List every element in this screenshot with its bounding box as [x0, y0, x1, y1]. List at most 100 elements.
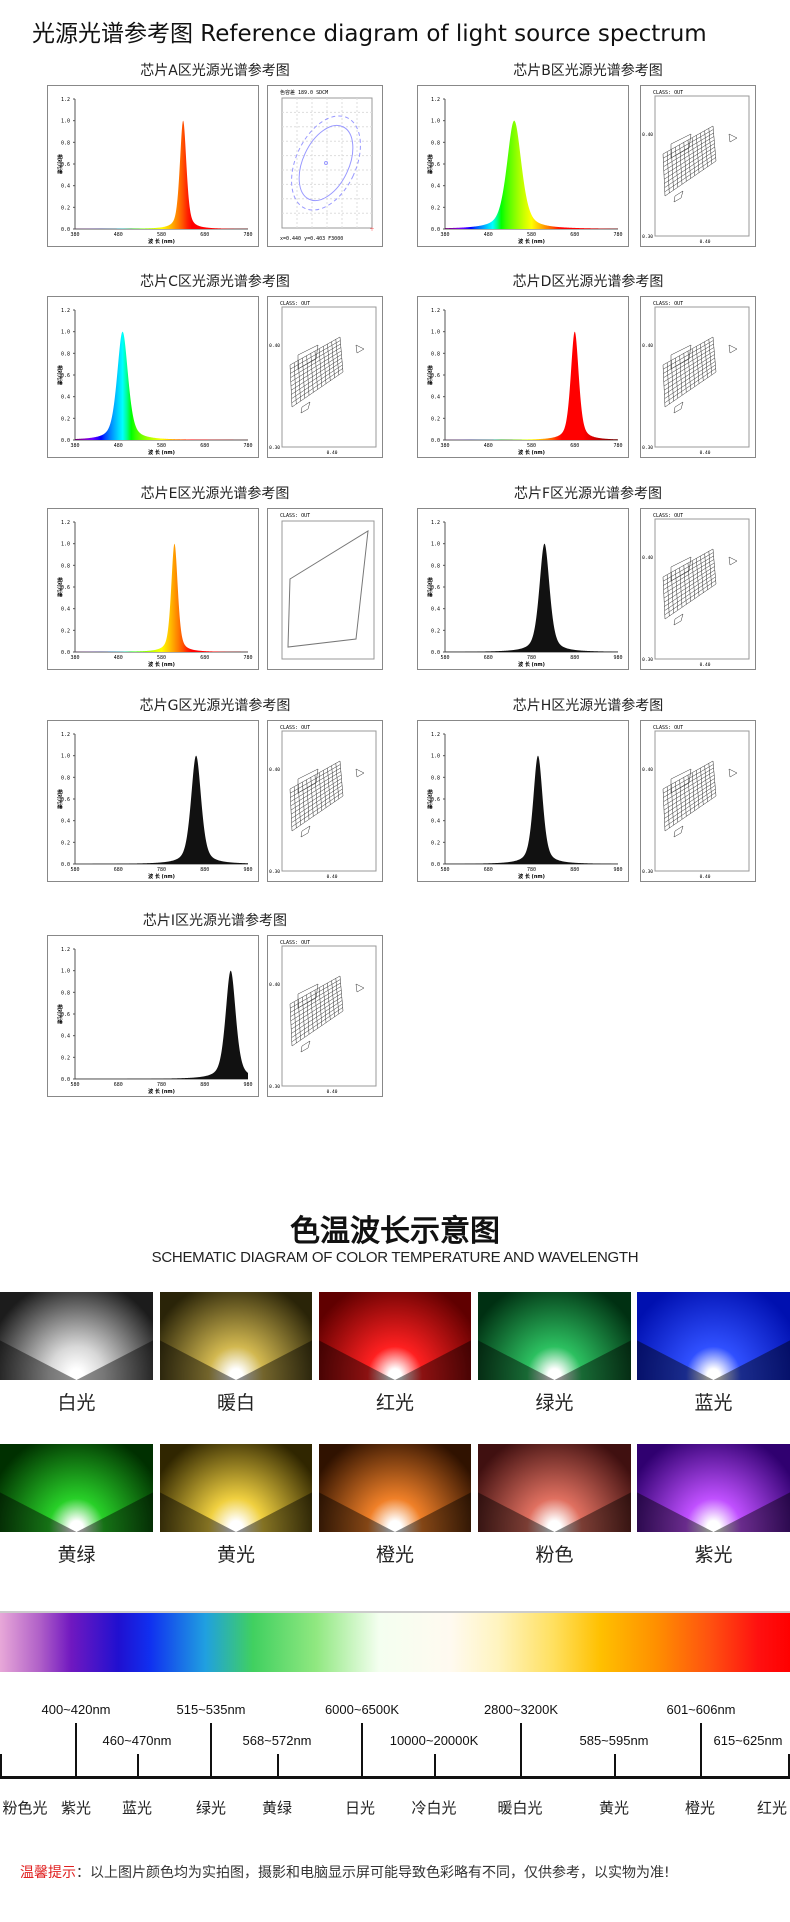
color-tile	[319, 1292, 471, 1380]
plot-header: CLASS: OUT	[653, 301, 683, 307]
x-tick-label: 780	[527, 867, 536, 873]
y-tick-label: 1.0	[431, 542, 440, 548]
chip-title: 芯片A区光源光谱参考图	[140, 63, 290, 79]
timeline-label-lower: 615~625nm	[713, 1733, 783, 1748]
timeline-tick-major	[75, 1723, 77, 1777]
timeline-color-name: 红光	[756, 1799, 788, 1817]
bin-grid	[289, 975, 365, 1053]
y-tick-label: 0.4	[61, 607, 70, 613]
y-tick-label: 0.4	[61, 184, 70, 190]
y-axis-label: 相对光谱	[426, 154, 433, 174]
y-tick-label: 1.0	[61, 754, 70, 760]
chip-title: 芯片B区光源光谱参考图	[513, 63, 663, 79]
timeline-tick-minor	[277, 1754, 279, 1777]
y-tick-label: 0.6	[431, 797, 440, 803]
timeline-color-name: 粉色光	[2, 1799, 48, 1817]
spectrum-chart: 0.0 0.2 0.4 0.6 0.8 1.0 1.2 380 480 580 680 780 相对光谱…	[47, 85, 259, 247]
x-tick-label: 580	[157, 232, 166, 238]
y-axis-label: 相对光谱	[56, 154, 63, 174]
timeline-label-upper: 601~606nm	[666, 1702, 736, 1717]
y-tick-label: 1.0	[61, 969, 70, 975]
x-tick-label: 0.40	[700, 239, 711, 245]
x-tick-label: 680	[484, 655, 493, 661]
x-axis-label: 波 长 (nm)	[148, 1088, 175, 1095]
y-tick-label: 1.2	[61, 947, 70, 953]
x-tick-label: 680	[200, 655, 209, 661]
x-tick-label: 780	[243, 232, 252, 238]
spectrum-chart: 0.0 0.2 0.4 0.6 0.8 1.0 1.2 580 680 780 880 980 相对光谱…	[47, 720, 259, 882]
y-tick-label: 0.40	[642, 555, 653, 561]
y-tick-label: 1.0	[61, 330, 70, 336]
shadow-right	[554, 1340, 631, 1380]
spectrum-chart: 0.0 0.2 0.4 0.6 0.8 1.0 1.2 580 680 780 880 980 相对光谱…	[47, 935, 259, 1097]
x-tick-label: 480	[114, 443, 123, 449]
shadow-right	[76, 1340, 153, 1380]
y-tick-label: 1.0	[431, 119, 440, 125]
page-title: 光源光谱参考图 Reference diagram of light sourc…	[32, 21, 707, 47]
color-spectrum-bar	[0, 1611, 790, 1672]
spectrum-curve	[75, 970, 248, 1079]
x-axis-label: 波 长 (nm)	[148, 873, 175, 880]
y-tick-label: 1.0	[431, 754, 440, 760]
spectrum-curve	[75, 755, 248, 864]
shadow-left	[160, 1492, 236, 1532]
tile-label: 紫光	[694, 1544, 733, 1566]
timeline-tick-minor	[788, 1754, 790, 1777]
timeline-label-upper: 515~535nm	[176, 1702, 246, 1717]
y-tick-label: 0.4	[61, 1034, 70, 1040]
x-tick-label: 380	[440, 443, 449, 449]
x-tick-label: 880	[570, 655, 579, 661]
timeline-tick-major	[210, 1723, 212, 1777]
y-tick-label: 1.0	[61, 119, 70, 125]
y-axis-label: 相对光谱	[56, 365, 63, 385]
y-tick-label: 0.4	[431, 819, 440, 825]
spectrum-chart: 0.0 0.2 0.4 0.6 0.8 1.0 1.2 580 680 780 880 980 相对光谱…	[417, 508, 629, 670]
timeline-color-name: 蓝光	[121, 1799, 153, 1817]
x-tick-label: 980	[243, 1082, 252, 1088]
timeline-tick-minor	[137, 1754, 139, 1777]
plot-header: CLASS: OUT	[653, 90, 683, 96]
y-axis-label: 相对光谱	[426, 577, 433, 597]
y-tick-label: 0.4	[431, 184, 440, 190]
y-tick-label: 0.8	[61, 775, 70, 781]
tile-label: 白光	[57, 1392, 96, 1414]
plot-header: CLASS: OUT	[280, 940, 310, 946]
y-tick-label: 0.40	[642, 767, 653, 773]
timeline-tick-minor	[434, 1754, 436, 1777]
y-tick-label: 0.30	[642, 869, 653, 875]
x-tick-label: 0.40	[327, 450, 338, 456]
y-tick-label: 0.8	[61, 140, 70, 146]
timeline-label-lower: 10000~20000K	[389, 1733, 479, 1748]
shadow-right	[713, 1492, 790, 1532]
shadow-left	[478, 1340, 555, 1380]
y-axis-label: 相对光谱	[56, 1004, 63, 1024]
x-tick-label: 0.40	[700, 450, 711, 456]
chromaticity-plot: CLASS: OUT 0.40 0.30 0.40	[267, 720, 383, 882]
shadow-right	[395, 1492, 471, 1532]
chromaticity-plot: CLASS: OUT 0.40 0.30 0.40	[640, 508, 756, 670]
x-tick-label: 580	[440, 655, 449, 661]
tile-label: 红光	[375, 1392, 415, 1414]
chip-title: 芯片C区光源光谱参考图	[140, 274, 290, 290]
plot-header: 色容差 189.0 SDCM	[280, 89, 328, 96]
warning-prefix: 温馨提示	[20, 1865, 76, 1881]
section-subtitle: SCHEMATIC DIAGRAM OF COLOR TEMPERATURE A…	[151, 1249, 639, 1266]
plot-header: CLASS: OUT	[653, 513, 683, 519]
timeline-tick-major	[361, 1723, 363, 1777]
y-tick-label: 0.40	[269, 343, 280, 349]
timeline-color-name: 冷白光	[411, 1799, 457, 1817]
y-tick-label: 0.0	[431, 438, 440, 444]
timeline-color-name: 黄光	[598, 1799, 630, 1817]
spectrum-curve	[445, 755, 618, 864]
y-tick-label: 0.2	[431, 840, 440, 846]
tolerance-ellipse	[298, 124, 354, 202]
x-tick-label: 880	[200, 1082, 209, 1088]
color-tile	[0, 1444, 153, 1532]
y-tick-label: 0.0	[61, 227, 70, 233]
y-tick-label: 0.6	[61, 373, 70, 379]
chromaticity-plot: CLASS: OUT 0.40 0.30 0.40	[267, 296, 383, 458]
shadow-left	[637, 1340, 714, 1380]
y-tick-label: 0.0	[61, 862, 70, 868]
y-tick-label: 1.2	[61, 308, 70, 314]
y-tick-label: 1.2	[431, 732, 440, 738]
